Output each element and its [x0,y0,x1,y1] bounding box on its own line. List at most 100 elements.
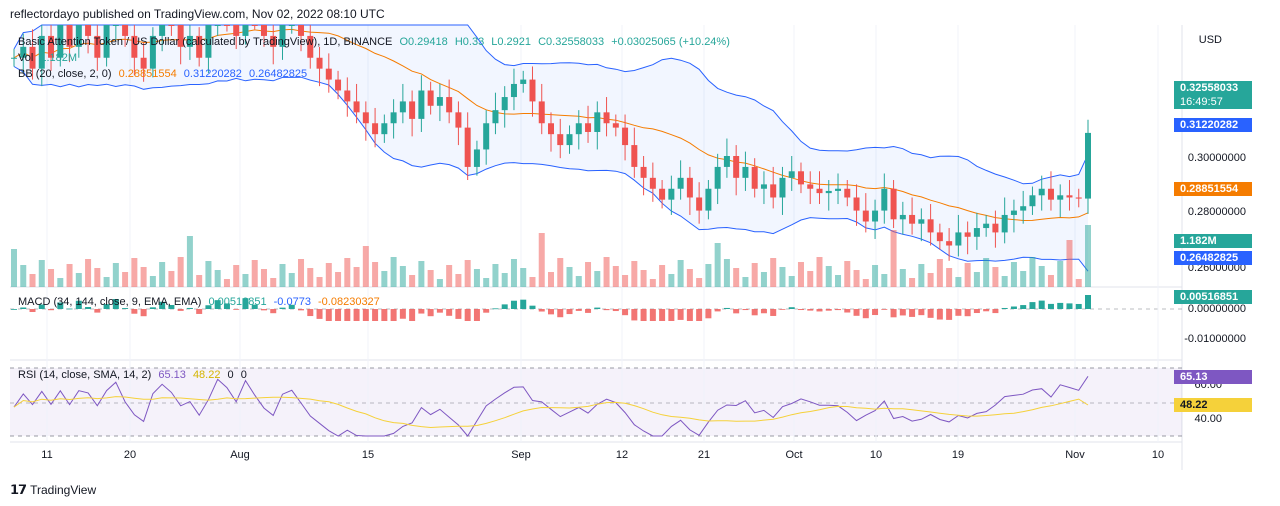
macd-bar [335,309,342,321]
volume-legend[interactable]: Vol 1.182M [18,52,81,64]
volume-bar [1029,257,1036,287]
tradingview-logo-icon: 𝟭𝟳 [10,482,27,497]
volume-bar [881,274,888,287]
macd-bar [1020,305,1027,309]
rsi-zero-1: 0 [227,369,234,381]
volume-bar [733,268,740,287]
rsi-label: RSI (14, close, SMA, 14, 2) [18,369,152,381]
volume-bar [714,243,721,287]
rsi-legend[interactable]: RSI (14, close, SMA, 14, 2) 65.13 48.22 … [18,369,251,381]
volume-bar [57,278,64,287]
rsi-zero-2: 0 [240,369,247,381]
candle [686,177,693,198]
macd-bar [872,309,879,316]
volume-bar [659,265,666,287]
macd-bar [816,309,823,312]
macd-bar [751,309,758,316]
macd-bar [649,309,656,321]
x-tick: 21 [697,449,711,461]
macd-bar [29,309,36,312]
volume-bar [372,262,379,287]
volume-bar [399,266,406,287]
candle [872,210,879,222]
macd-bar [585,309,592,313]
candle [538,101,545,124]
macd-bar [964,309,971,317]
candle [1029,195,1036,207]
macd-bar [66,308,73,310]
candle [11,57,17,59]
candle [844,188,851,198]
macd-tick: 0.00000000 [1187,303,1246,315]
candle [177,25,184,47]
macd-bar [214,300,221,309]
volume-bar [177,257,184,287]
volume-bar [973,272,980,287]
candle [168,25,175,26]
candle [233,25,240,36]
volume-bar [1057,261,1064,287]
bb-basis-value: 0.28851554 [118,68,177,80]
macd-bar [270,309,277,314]
macd-legend[interactable]: MACD (34, 144, close, 9, EMA, EMA) 0.005… [18,296,384,308]
volume-bar [131,258,138,287]
candle [788,171,795,178]
macd-bar [223,303,230,309]
candle [603,112,610,124]
macd-bar [381,309,388,321]
macd-bar [307,309,314,317]
candle [57,25,64,58]
volume-bar [723,259,730,287]
candle [964,232,971,237]
candle [585,123,592,132]
candle [705,188,712,211]
volume-bar [1038,266,1045,287]
macd-value-3: -0.08230327 [318,296,380,308]
rsi-ma-tag: 48.22 [1174,398,1252,412]
macd-bar [936,309,943,320]
candle [251,25,258,26]
volume-bar [473,269,480,287]
volume-bar [75,273,82,287]
x-tick: 12 [615,449,629,461]
volume-bar [409,275,416,287]
publisher-line: reflectordayo published on TradingView.c… [10,7,385,21]
volume-bar [270,278,277,287]
candle [260,25,267,36]
candle [38,35,45,69]
candle [492,110,499,124]
macd-bar [844,309,851,313]
macd-bar [233,309,240,310]
candle [1001,214,1008,233]
macd-bar [455,309,462,319]
volume-bar [214,270,221,287]
macd-bar [75,300,82,309]
volume-bar [899,269,906,287]
candle [159,25,166,36]
volume-bar [38,260,45,287]
volume-bar [279,264,286,287]
candle [353,101,360,113]
candle [335,79,342,91]
macd-bar [325,309,332,321]
bb-lower-value: 0.26482825 [248,68,308,80]
volume-bar [353,267,360,287]
candle [779,177,786,198]
volume-bar [85,259,92,287]
symbol-legend[interactable]: Basic Attention Token / US Dollar (calcu… [18,36,734,48]
volume-bar [510,259,517,287]
tradingview-footer[interactable]: 𝟭𝟳 TradingView [10,482,96,498]
volume-bar [436,279,443,287]
bb-legend[interactable]: BB (20, close, 2, 0) 0.28851554 0.312202… [18,68,311,80]
macd-bar [149,307,156,309]
macd-bar [483,309,490,313]
candle [66,25,73,47]
volume-bar [1075,279,1082,287]
candle [992,223,999,233]
ohlc-close: C0.32558033 [538,36,605,48]
volume-bar [307,268,314,287]
macd-bar [566,309,573,315]
volume-bar [381,271,388,287]
candle [344,90,351,102]
